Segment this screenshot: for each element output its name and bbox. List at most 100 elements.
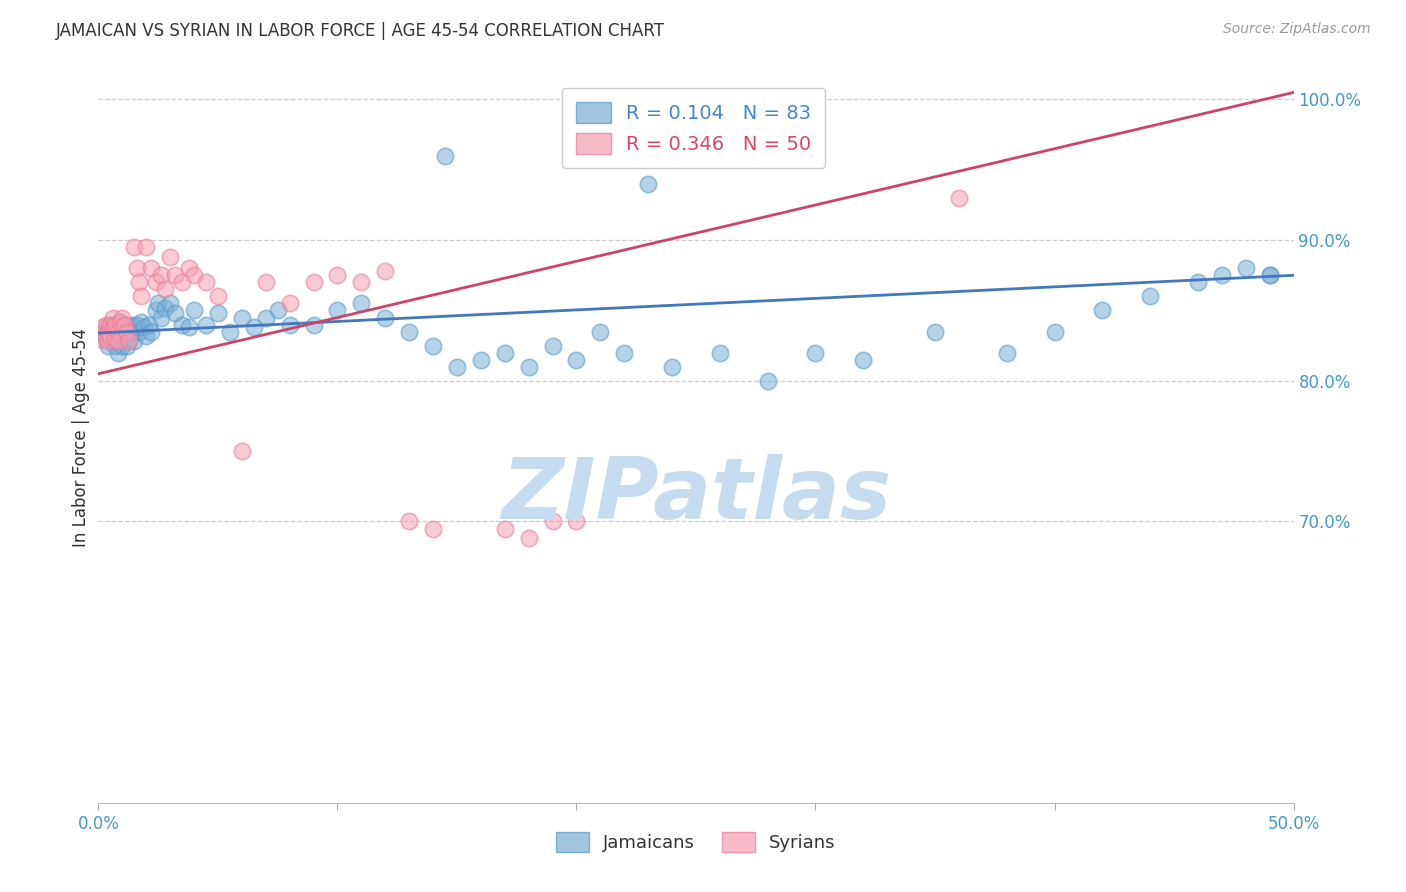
Point <box>565 515 588 529</box>
Point <box>709 345 731 359</box>
Text: Source: ZipAtlas.com: Source: ZipAtlas.com <box>1223 22 1371 37</box>
Point <box>107 334 129 349</box>
Point <box>374 310 396 325</box>
Point <box>98 318 122 332</box>
Point <box>183 303 205 318</box>
Point <box>541 515 564 529</box>
Point <box>179 261 201 276</box>
Point <box>111 339 134 353</box>
Point <box>446 359 468 374</box>
Point <box>163 268 186 283</box>
Point <box>118 334 141 349</box>
Point <box>128 276 150 290</box>
Point <box>97 325 120 339</box>
Point <box>179 320 201 334</box>
Point <box>114 318 136 332</box>
Point <box>924 325 946 339</box>
Point <box>326 268 349 283</box>
Point <box>101 310 124 325</box>
Point <box>1258 268 1281 283</box>
Point <box>139 325 162 339</box>
Point <box>995 345 1018 359</box>
Point <box>121 318 143 332</box>
Point <box>98 318 122 332</box>
Point <box>302 318 325 332</box>
Point <box>637 177 659 191</box>
Point <box>207 289 229 303</box>
Point <box>254 276 277 290</box>
Point <box>852 352 875 367</box>
Point <box>107 320 129 334</box>
Point <box>422 339 444 353</box>
Point <box>1139 289 1161 303</box>
Point <box>804 345 827 359</box>
Point <box>94 332 117 346</box>
Point <box>398 515 420 529</box>
Point <box>139 261 162 276</box>
Point <box>155 282 177 296</box>
Point <box>1234 261 1257 276</box>
Point <box>172 276 194 290</box>
Point <box>118 320 141 334</box>
Point <box>132 320 155 334</box>
Point <box>101 325 124 339</box>
Point <box>149 310 172 325</box>
Point <box>149 268 172 283</box>
Point <box>254 310 277 325</box>
Point <box>101 334 124 349</box>
Point <box>108 315 131 329</box>
Point <box>494 522 516 536</box>
Point <box>138 318 160 332</box>
Point <box>101 320 124 334</box>
Point <box>278 318 301 332</box>
Point <box>350 276 373 290</box>
Point <box>278 296 301 310</box>
Point <box>1211 268 1233 283</box>
Point <box>1258 268 1281 283</box>
Point <box>172 318 194 332</box>
Point <box>98 328 122 343</box>
Point <box>1043 325 1066 339</box>
Y-axis label: In Labor Force | Age 45-54: In Labor Force | Age 45-54 <box>72 327 90 547</box>
Point <box>589 325 612 339</box>
Point <box>114 318 136 332</box>
Point <box>422 522 444 536</box>
Point <box>661 359 683 374</box>
Point <box>124 240 146 254</box>
Point <box>231 444 253 458</box>
Point <box>97 334 120 349</box>
Point <box>163 306 186 320</box>
Point <box>125 318 148 332</box>
Point <box>494 345 516 359</box>
Point <box>326 303 349 318</box>
Point <box>91 325 114 339</box>
Point <box>302 276 325 290</box>
Point <box>108 325 131 339</box>
Point <box>97 339 120 353</box>
Point <box>756 374 779 388</box>
Point <box>231 310 253 325</box>
Point <box>195 318 218 332</box>
Point <box>111 320 134 334</box>
Point <box>111 332 134 346</box>
Point <box>159 250 181 264</box>
Point <box>94 328 117 343</box>
Point <box>159 296 181 310</box>
Point <box>195 276 218 290</box>
Point <box>131 315 153 329</box>
Point <box>107 325 129 339</box>
Point <box>541 339 564 353</box>
Point <box>104 339 127 353</box>
Point <box>104 318 127 332</box>
Point <box>517 359 540 374</box>
Point <box>114 328 136 343</box>
Point <box>267 303 290 318</box>
Point <box>434 149 457 163</box>
Point <box>107 332 129 346</box>
Point <box>350 296 373 310</box>
Point <box>124 334 146 349</box>
Point <box>565 352 588 367</box>
Point <box>104 327 127 342</box>
Point <box>145 303 167 318</box>
Point <box>613 345 636 359</box>
